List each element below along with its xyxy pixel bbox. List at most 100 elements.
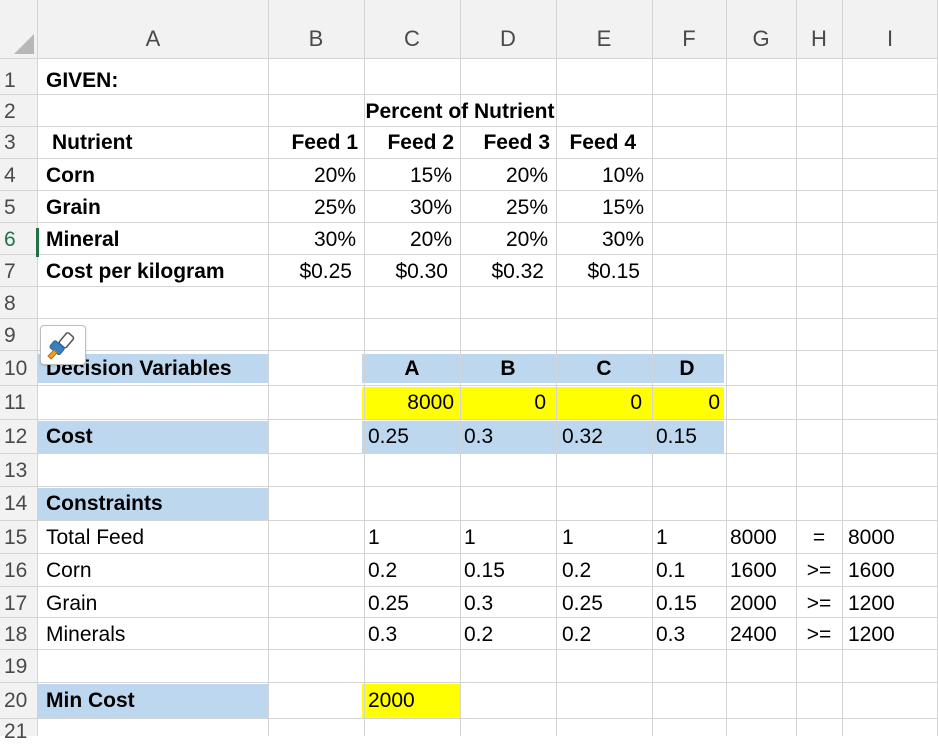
constraint-coef[interactable]: 0.25 (368, 592, 409, 615)
feed-1-header[interactable]: Feed 1 (291, 131, 358, 154)
constraint-coef[interactable]: 0.2 (368, 559, 398, 582)
row-header-10[interactable]: 10 (4, 357, 28, 380)
decision-value-d[interactable]: 0 (708, 391, 720, 414)
column-header-d[interactable]: D (500, 26, 516, 51)
row-header-21[interactable]: 21 (4, 720, 28, 743)
cost-per-kg-value[interactable]: $0.32 (491, 260, 544, 283)
decision-var-d[interactable]: D (679, 357, 695, 380)
constraint-coef[interactable]: 0.25 (562, 592, 603, 615)
constraint-coef[interactable]: 0.15 (464, 559, 505, 582)
row-header-5[interactable]: 5 (4, 196, 16, 219)
decision-value-a[interactable]: 8000 (407, 391, 454, 414)
feed-2-header[interactable]: Feed 2 (387, 131, 454, 154)
feed-3-header[interactable]: Feed 3 (483, 131, 550, 154)
cost-per-kg-value[interactable]: $0.25 (299, 260, 352, 283)
constraint-lhs[interactable]: 1600 (730, 559, 777, 582)
nutrient-value[interactable]: 30% (601, 228, 644, 251)
nutrient-name[interactable]: Grain (46, 196, 101, 219)
constraint-coef[interactable]: 0.2 (562, 623, 592, 646)
column-header-h[interactable]: H (811, 26, 827, 51)
constraint-coef[interactable]: 0.2 (464, 623, 494, 646)
constraint-operator[interactable]: = (812, 526, 826, 549)
column-header-f[interactable]: F (682, 26, 696, 51)
cost-per-kg-label[interactable]: Cost per kilogram (46, 260, 225, 283)
nutrient-value[interactable]: 20% (505, 164, 548, 187)
row-header-19[interactable]: 19 (4, 655, 28, 678)
feed-4-header[interactable]: Feed 4 (569, 131, 636, 154)
constraints-label[interactable]: Constraints (46, 492, 163, 515)
cost-value-d[interactable]: 0.15 (656, 425, 697, 448)
row-header-9[interactable]: 9 (4, 324, 16, 347)
nutrient-value[interactable]: 25% (505, 196, 548, 219)
nutrient-label[interactable]: Nutrient (52, 131, 133, 154)
column-header-e[interactable]: E (596, 26, 612, 51)
decision-var-a[interactable]: A (404, 357, 420, 380)
constraint-coef[interactable]: 0.1 (656, 559, 686, 582)
cost-value-a[interactable]: 0.25 (368, 425, 409, 448)
constraint-lhs[interactable]: 8000 (730, 526, 777, 549)
constraint-lhs[interactable]: 2000 (730, 592, 777, 615)
constraint-rhs[interactable]: 8000 (848, 526, 895, 549)
row-header-14[interactable]: 14 (4, 492, 28, 515)
nutrient-value[interactable]: 30% (409, 196, 452, 219)
row-header-17[interactable]: 17 (4, 592, 28, 615)
min-cost-label[interactable]: Min Cost (46, 689, 135, 712)
row-header-20[interactable]: 20 (4, 689, 28, 712)
min-cost-value[interactable]: 2000 (368, 689, 415, 712)
given-title[interactable]: GIVEN: (46, 69, 119, 92)
row-header-4[interactable]: 4 (4, 164, 16, 187)
decision-var-c[interactable]: C (596, 357, 612, 380)
column-header-i[interactable]: I (886, 26, 894, 51)
nutrient-value[interactable]: 20% (505, 228, 548, 251)
cost-value-c[interactable]: 0.32 (562, 425, 603, 448)
column-header-a[interactable]: A (145, 26, 161, 51)
nutrient-value[interactable]: 25% (313, 196, 356, 219)
nutrient-value[interactable]: 15% (601, 196, 644, 219)
nutrient-value[interactable]: 15% (409, 164, 452, 187)
row-header-11[interactable]: 11 (4, 391, 26, 414)
constraint-coef[interactable]: 1 (464, 526, 476, 549)
column-header-c[interactable]: C (404, 26, 420, 51)
constraint-operator[interactable]: >= (806, 623, 832, 646)
constraint-rhs[interactable]: 1600 (848, 559, 895, 582)
cost-per-kg-value[interactable]: $0.30 (395, 260, 448, 283)
constraint-rhs[interactable]: 1200 (848, 592, 895, 615)
row-header-3[interactable]: 3 (4, 131, 16, 154)
constraint-coef[interactable]: 1 (562, 526, 574, 549)
constraint-operator[interactable]: >= (806, 592, 832, 615)
decision-value-b[interactable]: 0 (534, 391, 546, 414)
row-header-1[interactable]: 1 (4, 69, 16, 92)
row-header-18[interactable]: 18 (4, 623, 28, 646)
constraint-name[interactable]: Minerals (46, 623, 126, 646)
cost-per-kg-value[interactable]: $0.15 (587, 260, 640, 283)
cost-value-b[interactable]: 0.3 (464, 425, 494, 448)
cost-label[interactable]: Cost (46, 425, 93, 448)
row-header-13[interactable]: 13 (4, 459, 28, 482)
constraint-operator[interactable]: >= (806, 559, 832, 582)
nutrient-name[interactable]: Mineral (46, 228, 120, 251)
row-header-15[interactable]: 15 (4, 526, 28, 549)
nutrient-value[interactable]: 20% (313, 164, 356, 187)
paste-options-button[interactable] (40, 325, 86, 365)
row-header-12[interactable]: 12 (4, 425, 28, 448)
constraint-lhs[interactable]: 2400 (730, 623, 777, 646)
constraint-coef[interactable]: 0.3 (368, 623, 398, 646)
constraint-name[interactable]: Total Feed (46, 526, 145, 549)
select-all-corner[interactable] (14, 34, 34, 54)
decision-value-c[interactable]: 0 (630, 391, 642, 414)
row-header-16[interactable]: 16 (4, 559, 28, 582)
percent-header[interactable]: Percent of Nutrient (365, 100, 555, 123)
nutrient-value[interactable]: 10% (601, 164, 644, 187)
constraint-coef[interactable]: 1 (368, 526, 380, 549)
constraint-rhs[interactable]: 1200 (848, 623, 895, 646)
row-header-2[interactable]: 2 (4, 100, 16, 123)
constraint-coef[interactable]: 0.15 (656, 592, 697, 615)
constraint-coef[interactable]: 0.3 (464, 592, 494, 615)
row-header-6[interactable]: 6 (4, 228, 16, 251)
column-header-g[interactable]: G (752, 26, 770, 51)
constraint-coef[interactable]: 0.2 (562, 559, 592, 582)
nutrient-value[interactable]: 20% (409, 228, 452, 251)
decision-variables-label[interactable]: Decision Variables (46, 357, 232, 380)
row-header-8[interactable]: 8 (4, 292, 16, 315)
